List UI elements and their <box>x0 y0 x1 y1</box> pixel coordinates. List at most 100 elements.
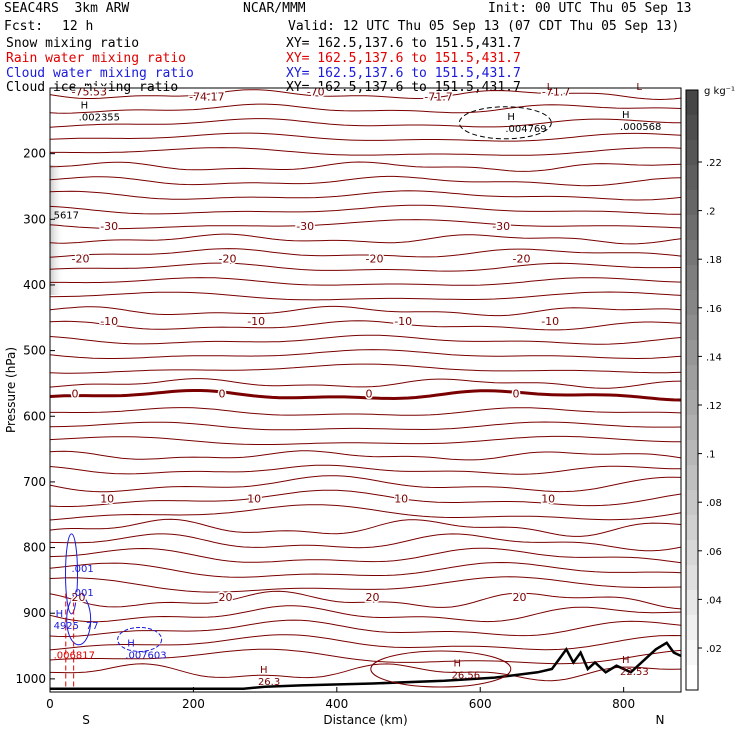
extremum-marker: H <box>81 100 89 111</box>
contour-label: 10 <box>100 492 114 505</box>
y-tick-label: 900 <box>23 606 46 620</box>
colorbar-swatch <box>686 115 698 141</box>
colorbar: g kg⁻¹ .22 .2 .18 .16 .14 .12 .1 .08 .06 .04 .02 <box>685 86 735 691</box>
x-tick-label: 400 <box>325 697 348 711</box>
temperature-contour-line <box>49 103 682 114</box>
init-time: Init: 00 UTC Thu 05 Sep 13 <box>488 1 692 16</box>
extremum-marker: L <box>547 82 553 93</box>
temperature-contour-line <box>49 464 681 475</box>
temperature-contour-line <box>49 262 681 272</box>
colorbar-swatch <box>686 315 698 341</box>
temperature-contour-line <box>49 248 682 258</box>
temperature-contour-line <box>49 619 682 638</box>
contour-label: 20 <box>219 591 233 604</box>
contour-label: 20 <box>72 591 86 604</box>
temperature-contour-line <box>49 634 682 651</box>
temperature-contour-line <box>49 489 682 507</box>
colorbar-swatch <box>686 340 698 366</box>
extremum-marker: H <box>454 658 462 669</box>
extremum-marker: H <box>260 665 268 676</box>
colorbar-swatch <box>686 415 698 441</box>
contour-label: -71.7 <box>424 91 452 104</box>
temperature-contour-line <box>49 435 681 445</box>
y-tick-label: 600 <box>23 409 46 423</box>
colorbar-swatch <box>686 440 698 466</box>
colorbar-tick-label: .1 <box>706 450 716 461</box>
y-axis-title: Pressure (hPa) <box>4 347 18 433</box>
y-tick-label: 700 <box>23 475 46 489</box>
temperature-contour-line <box>50 147 682 156</box>
extremum-marker: H <box>622 655 630 666</box>
temperature-contour-line <box>49 132 682 142</box>
valid-time: Valid: 12 UTC Thu 05 Sep 13 (07 CDT Thu … <box>288 19 680 34</box>
temperature-contour-line <box>49 663 682 682</box>
colorbar-swatch <box>686 90 698 116</box>
colorbar-swatch <box>686 265 698 291</box>
colorbar-swatch <box>686 615 698 641</box>
temperature-contour-line <box>49 291 682 301</box>
colorbar-swatch <box>686 140 698 166</box>
colorbar-swatch <box>686 665 698 691</box>
temperature-contour-line <box>49 590 682 610</box>
temperature-contour-line <box>49 204 681 215</box>
colorbar-tick-label: .18 <box>706 255 722 266</box>
temperature-contour-line <box>49 89 682 101</box>
extremum-value: 4925 <box>54 621 79 632</box>
colorbar-swatch <box>686 390 698 416</box>
mixing-ratio-contours <box>65 106 552 689</box>
temperature-contour-line <box>49 378 682 389</box>
extremum-value: 26.3 <box>258 677 280 688</box>
cloud-water-contour <box>65 533 79 615</box>
temperature-contour-line <box>49 334 682 345</box>
temperature-contour-line <box>50 407 682 416</box>
extremum-marker: H <box>127 639 135 650</box>
cloud-water-contour <box>66 594 92 646</box>
temperature-contour-line <box>49 363 682 374</box>
x-axis-title: Distance (km) <box>323 713 407 727</box>
contour-labels: -75.53 -74.17 -70 -71.7 -71.7-30 -30 -30-20 -20… <box>54 82 662 688</box>
colorbar-swatch <box>686 190 698 216</box>
contour-label: 20 <box>366 591 380 604</box>
north-label: N <box>656 713 665 727</box>
colorbar-swatch <box>686 515 698 541</box>
temperature-contour-line <box>49 233 682 245</box>
contour-label: -70 <box>307 85 325 98</box>
contour-label: -20 <box>219 253 237 266</box>
temperature-contour-line <box>49 475 682 493</box>
contour-label: -10 <box>394 315 412 328</box>
contour-label: -20 <box>513 253 531 266</box>
extremum-value: 26.56 <box>452 670 481 681</box>
temperature-contour-line <box>49 349 682 360</box>
temperature-contour-line <box>49 518 682 537</box>
colorbar-swatch <box>686 490 698 516</box>
temperature-contour-line <box>49 576 682 593</box>
ice-contour <box>458 106 552 140</box>
extremum-value: 5617 <box>54 211 79 222</box>
y-tick-label: 300 <box>23 212 46 226</box>
colorbar-swatch <box>686 590 698 616</box>
colorbar-tick-label: .2 <box>706 207 716 218</box>
contour-label: -30 <box>296 220 314 233</box>
forecast-label: Fcst: <box>4 19 44 34</box>
colorbar-swatch <box>686 540 698 566</box>
temperature-contour-line <box>49 219 682 230</box>
contour-label: 0 <box>366 387 373 400</box>
contour-label: -75.53 <box>72 85 107 98</box>
extremum-value: .002355 <box>79 112 120 123</box>
contour-label: 20 <box>513 591 527 604</box>
forecast-value: 12 h <box>62 19 94 34</box>
extremum-value: .006817 <box>54 651 95 662</box>
contour-label: -10 <box>541 315 559 328</box>
colorbar-frame <box>685 89 699 691</box>
temperature-contour-line <box>49 450 682 461</box>
contour-label: -20 <box>72 253 90 266</box>
y-tick-label: 400 <box>23 278 46 292</box>
temperature-contour-line <box>49 561 682 578</box>
temperature-contour-line <box>49 389 682 402</box>
colorbar-swatch <box>686 565 698 591</box>
model-title: SEAC4RS 3km ARW <box>4 1 130 16</box>
colorbar-swatch <box>686 240 698 266</box>
contour-label: 0 <box>219 387 226 400</box>
colorbar-tick-label: .16 <box>706 304 722 315</box>
